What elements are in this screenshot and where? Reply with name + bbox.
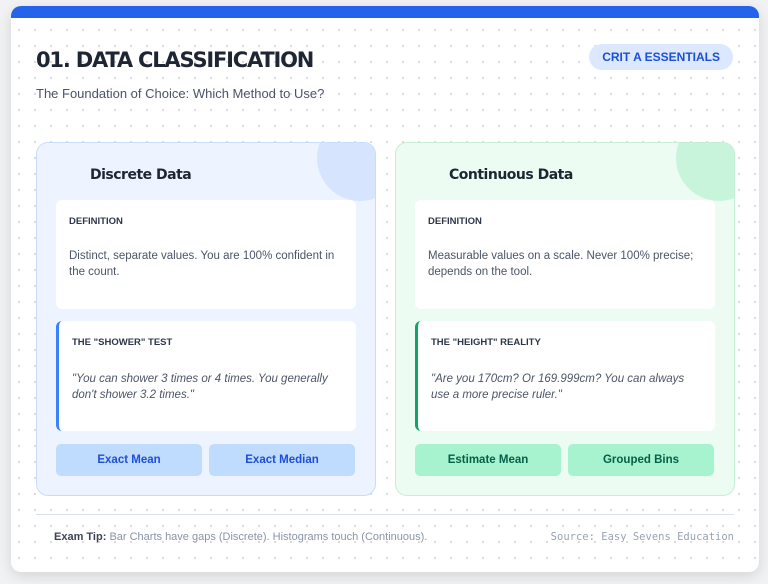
height-reality-box: THE "HEIGHT" REALITY "Are you 170cm? Or … [415,321,715,431]
decorative-circle [317,143,375,201]
test-quote: "Are you 170cm? Or 169.999cm? You can al… [431,373,685,401]
discrete-definition-box: DEFINITION Distinct, separate values. Yo… [56,200,356,309]
essentials-badge: CRIT A ESSENTIALS [589,44,733,70]
source-credit: Source: Easy Sevens Education [550,531,734,543]
shower-test-box: THE "SHOWER" TEST "You can shower 3 time… [56,321,356,431]
discrete-panel: Discrete Data DEFINITION Distinct, separ… [36,142,376,496]
estimate-mean-button[interactable]: Estimate Mean [415,444,561,476]
exam-tip-label: Exam Tip: [54,531,107,543]
accent-bar [11,6,759,18]
page-subtitle: The Foundation of Choice: Which Method t… [36,86,325,101]
footer-divider [36,514,734,515]
test-quote: "You can shower 3 times or 4 times. You … [72,373,328,401]
exam-tip: Exam Tip: Bar Charts have gaps (Discrete… [54,531,427,543]
page-title: 01. DATA CLASSIFICATION [36,48,314,72]
exam-tip-text: Bar Charts have gaps (Discrete). Histogr… [109,531,428,543]
grouped-bins-button[interactable]: Grouped Bins [568,444,714,476]
exact-mean-button[interactable]: Exact Mean [56,444,202,476]
definition-label: DEFINITION [428,216,482,227]
continuous-definition-box: DEFINITION Measurable values on a scale.… [415,200,715,309]
exact-median-button[interactable]: Exact Median [209,444,355,476]
test-label: THE "HEIGHT" REALITY [431,337,541,348]
continuous-panel: Continuous Data DEFINITION Measurable va… [395,142,735,496]
classification-card: 01. DATA CLASSIFICATION The Foundation o… [11,6,759,572]
decorative-circle [676,143,734,201]
continuous-title: Continuous Data [449,167,573,183]
definition-text: Measurable values on a scale. Never 100%… [428,250,694,278]
definition-label: DEFINITION [69,216,123,227]
discrete-title: Discrete Data [90,167,192,183]
definition-text: Distinct, separate values. You are 100% … [69,250,335,278]
test-label: THE "SHOWER" TEST [72,337,173,348]
